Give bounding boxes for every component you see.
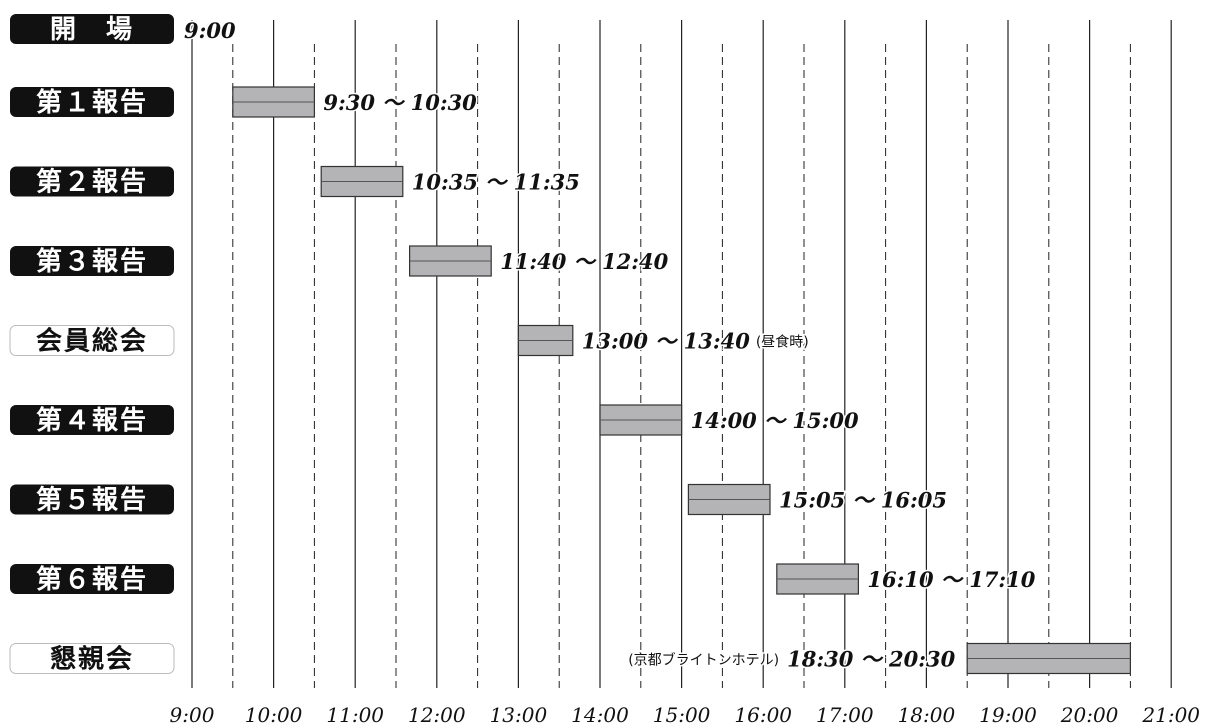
session-range: 18:30 〜 20:30 bbox=[787, 647, 955, 672]
session-row: 第２報告 10:35 〜 11:35 bbox=[10, 165, 581, 198]
opening-row: 開 場 9:00 bbox=[10, 14, 237, 45]
session-label-box bbox=[10, 246, 174, 276]
x-tick-label: 18:00 bbox=[898, 703, 956, 726]
session-label: 第４報告 bbox=[36, 405, 148, 436]
session-row: 会員総会 13:00 〜 13:40 (昼食時) bbox=[9, 324, 810, 357]
x-tick-label: 16:00 bbox=[734, 703, 792, 726]
session-label-box bbox=[10, 166, 174, 197]
session-row: 第５報告 15:05 〜 16:05 bbox=[10, 483, 949, 516]
session-row: 第１報告 9:30 〜 10:30 bbox=[10, 86, 479, 118]
session-label: 第１報告 bbox=[36, 87, 148, 118]
session-label: 第３報告 bbox=[36, 246, 148, 277]
session-row: 懇親会 18:30 〜 20:30 (京都ブライトンホテル) bbox=[9, 642, 1132, 675]
x-tick-label: 11:00 bbox=[326, 703, 384, 726]
session-label: 第６報告 bbox=[36, 564, 148, 595]
session-label: 第２報告 bbox=[36, 167, 148, 198]
x-tick-label: 9:00 bbox=[170, 703, 215, 726]
session-venue-note: (京都ブライトンホテル) bbox=[628, 652, 779, 669]
session-rows: 第１報告 9:30 〜 10:30 第２報告 10:35 〜 11:35 第３報告 11:… bbox=[9, 86, 1132, 675]
session-range: 14:00 〜 15:00 bbox=[691, 408, 859, 433]
opening-label: 開 場 bbox=[50, 15, 134, 45]
session-label-box bbox=[9, 643, 175, 674]
x-tick-label: 14:00 bbox=[571, 703, 629, 726]
session-label-box bbox=[10, 484, 174, 515]
opening-label-box bbox=[10, 14, 174, 44]
session-label: 会員総会 bbox=[36, 326, 148, 357]
session-row: 第４報告 14:00 〜 15:00 bbox=[10, 404, 861, 436]
x-axis-ticks: 9:00 10:00 11:00 12:00 13:00 14:00 15:00 16:00 1… bbox=[170, 703, 1201, 726]
session-range: 10:35 〜 11:35 bbox=[412, 170, 580, 195]
x-tick-label: 21:00 bbox=[1141, 703, 1200, 726]
x-tick-label: 10:00 bbox=[245, 703, 303, 726]
session-label-box bbox=[10, 405, 174, 435]
x-tick-label: 15:00 bbox=[653, 703, 711, 726]
session-note: (昼食時) bbox=[756, 334, 809, 351]
session-range: 13:00 〜 13:40 bbox=[582, 329, 750, 354]
session-range: 16:10 〜 17:10 bbox=[867, 567, 1035, 592]
grid-lines bbox=[191, 20, 1172, 688]
session-range: 11:40 〜 12:40 bbox=[500, 249, 668, 274]
x-tick-label: 20:00 bbox=[1060, 703, 1119, 726]
session-row: 第３報告 11:40 〜 12:40 bbox=[10, 245, 670, 277]
opening-time: 9:00 bbox=[184, 18, 236, 43]
session-label-box bbox=[10, 87, 174, 117]
x-tick-label: 13:00 bbox=[490, 703, 548, 726]
session-range: 15:05 〜 16:05 bbox=[779, 488, 947, 513]
x-tick-label: 17:00 bbox=[816, 703, 874, 726]
session-label: 第５報告 bbox=[36, 485, 148, 516]
session-range: 9:30 〜 10:30 bbox=[323, 90, 477, 115]
session-label-box bbox=[9, 325, 175, 356]
session-row: 第６報告 16:10 〜 17:10 bbox=[10, 563, 1037, 595]
x-tick-label: 12:00 bbox=[408, 703, 466, 726]
session-label: 懇親会 bbox=[50, 645, 134, 675]
x-tick-label: 19:00 bbox=[979, 703, 1037, 726]
session-label-box bbox=[10, 564, 174, 594]
